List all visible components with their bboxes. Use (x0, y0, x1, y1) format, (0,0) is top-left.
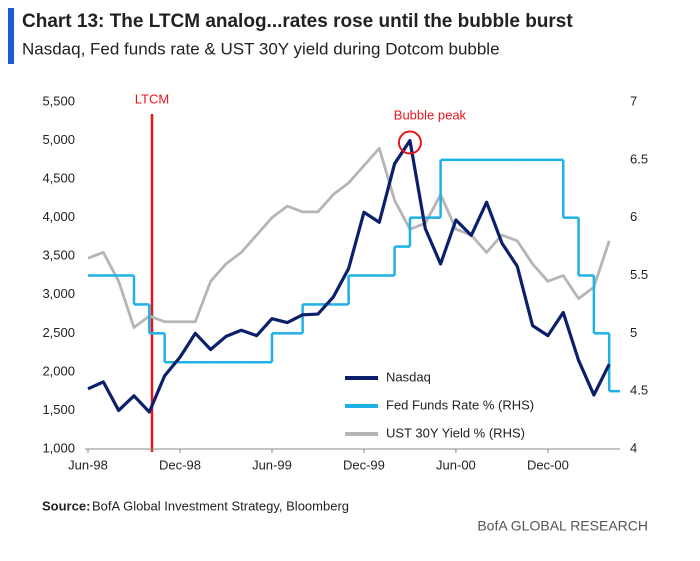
ltcm-label: LTCM (135, 91, 169, 106)
y2-tick-label: 6.5 (630, 151, 648, 166)
y-tick-label: 2,000 (42, 363, 75, 378)
y-tick-label: 1,000 (42, 440, 75, 455)
series-line (87, 138, 611, 414)
x-tick-label: Jun-00 (436, 457, 476, 472)
y-tick-label: 1,500 (42, 402, 75, 417)
peak-circle (397, 130, 422, 155)
y-tick-label: 5,500 (42, 93, 75, 108)
legend-label: Fed Funds Rate % (RHS) (386, 397, 534, 412)
source: BofA Global Investment Strategy, Bloombe… (92, 498, 349, 513)
chart-title: Chart 13: The LTCM analog...rates rose u… (22, 11, 573, 32)
x-tick-label: Dec-98 (159, 457, 201, 472)
y2-tick-label: 5 (630, 325, 637, 340)
x-tick-label: Dec-00 (527, 457, 569, 472)
y2-tick-label: 4.5 (630, 383, 648, 398)
y2-tick-label: 4 (630, 440, 637, 455)
y2-tick-label: 6 (630, 209, 637, 224)
legend-label: UST 30Y Yield % (RHS) (386, 425, 525, 440)
chart-subtitle: Nasdaq, Fed funds rate & UST 30Y yield d… (22, 39, 500, 58)
x-tick-label: Jun-99 (252, 457, 292, 472)
y-tick-label: 2,500 (42, 325, 75, 340)
y2-tick-label: 7 (630, 93, 637, 108)
y-tick-label: 3,500 (42, 248, 75, 263)
legend-label: Nasdaq (386, 369, 431, 384)
y-tick-label: 3,000 (42, 286, 75, 301)
title-bar (8, 8, 14, 64)
y-tick-label: 5,000 (42, 132, 75, 147)
source-label: Source: (42, 498, 90, 513)
series-line (87, 146, 611, 329)
x-tick-label: Dec-99 (343, 457, 385, 472)
y2-tick-label: 5.5 (630, 267, 648, 282)
y-tick-label: 4,500 (42, 171, 75, 186)
peak-label: Bubble peak (394, 107, 467, 122)
footer: BofA GLOBAL RESEARCH (477, 518, 648, 534)
y-tick-label: 4,000 (42, 209, 75, 224)
x-tick-label: Jun-98 (68, 457, 108, 472)
